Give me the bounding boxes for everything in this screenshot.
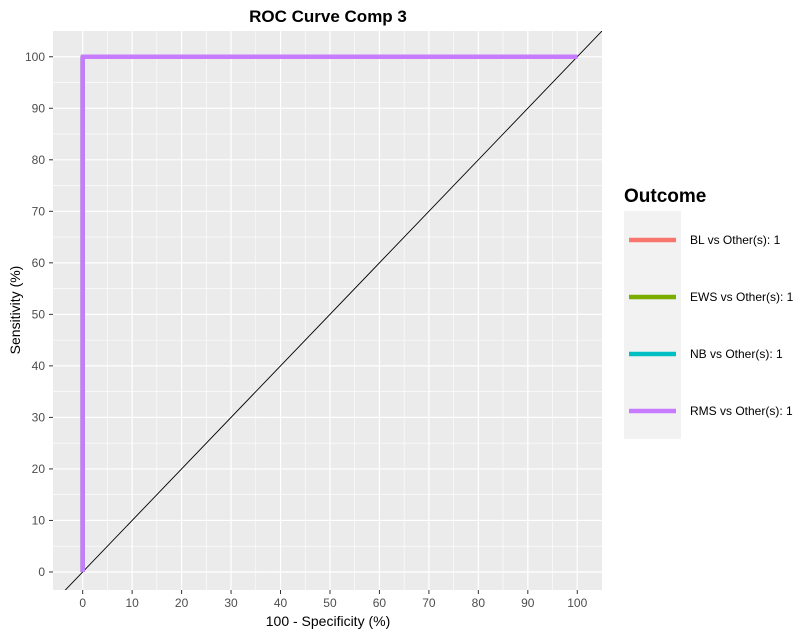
x-tick-label: 30 (224, 596, 238, 610)
reference-diagonal-line (64, 31, 602, 590)
y-tick-label: 50 (32, 307, 46, 321)
x-tick-label: 20 (175, 596, 189, 610)
series-layer (80, 54, 578, 572)
y-tick-label: 60 (32, 256, 46, 270)
y-tick-label: 20 (32, 462, 46, 476)
reference-layer (64, 31, 602, 590)
x-axis-title: 100 - Specificity (%) (266, 613, 390, 629)
legend-label-3: NB vs Other(s): 1 (690, 347, 783, 361)
legend: Outcome BL vs Other(s): 1 EWS vs Other(s)… (624, 186, 794, 439)
y-tick-label: 70 (32, 204, 46, 218)
y-tick-label: 100 (25, 50, 45, 64)
y-tick-label: 10 (32, 513, 46, 527)
x-tick-label: 60 (373, 596, 387, 610)
legend-label-2: EWS vs Other(s): 1 (690, 290, 794, 304)
legend-label-1: BL vs Other(s): 1 (690, 233, 781, 247)
legend-label-4: RMS vs Other(s): 1 (690, 404, 793, 418)
y-tick-label: 90 (32, 101, 46, 115)
plot-panel (53, 31, 602, 590)
x-tick-label: 0 (79, 596, 86, 610)
x-tick-label: 70 (422, 596, 436, 610)
y-tick-label: 30 (32, 410, 46, 424)
grid-lines (53, 31, 602, 590)
x-tick-label: 100 (567, 596, 587, 610)
roc-series-line-4 (80, 54, 578, 572)
legend-key-background (624, 211, 681, 439)
y-tick-label: 80 (32, 153, 46, 167)
x-tick-label: 80 (472, 596, 486, 610)
y-axis: 0 10 20 30 40 50 60 70 80 90 100 (25, 50, 53, 579)
x-axis: 0 10 20 30 40 50 60 70 80 90 100 (79, 590, 588, 610)
x-tick-label: 50 (323, 596, 337, 610)
x-tick-label: 90 (521, 596, 535, 610)
legend-title: Outcome (624, 186, 706, 207)
x-tick-label: 40 (274, 596, 288, 610)
y-axis-title: Sensitivity (%) (7, 266, 23, 355)
chart-title: ROC Curve Comp 3 (249, 7, 407, 26)
y-tick-label: 0 (38, 565, 45, 579)
x-tick-label: 10 (125, 596, 139, 610)
y-tick-label: 40 (32, 359, 46, 373)
